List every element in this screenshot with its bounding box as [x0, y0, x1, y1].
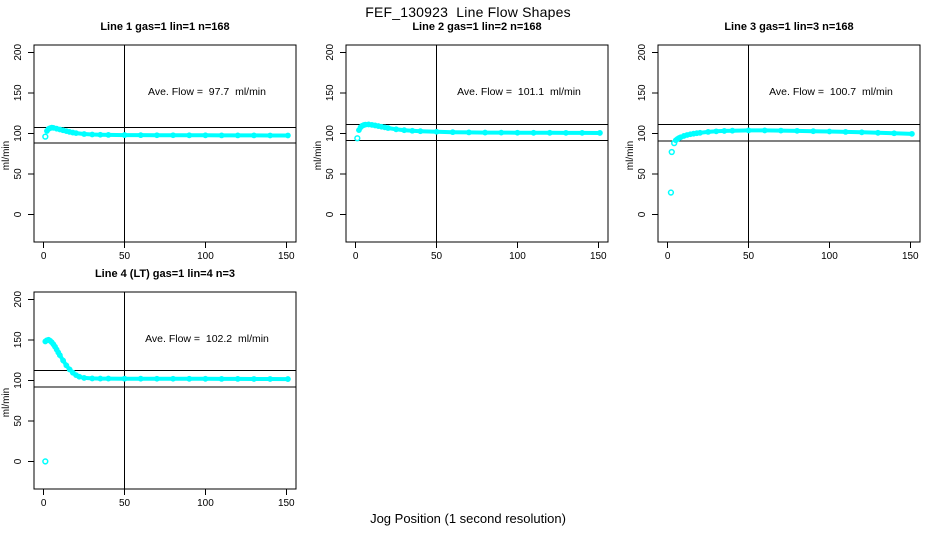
- svg-text:100: 100: [509, 251, 526, 262]
- panel-line-3: 0 50 100 150 0 50 100 150 200 ml/min Line 3 gas=1…: [624, 18, 936, 278]
- svg-text:ml/min: ml/min: [313, 141, 324, 170]
- svg-text:100: 100: [637, 125, 648, 142]
- svg-text:50: 50: [637, 168, 648, 180]
- panel-title-line-3: Line 3 gas=1 lin=3 n=168: [724, 21, 854, 33]
- chart-title: FEF_130923 Line Flow Shapes: [365, 4, 571, 20]
- panel-title-line-1: Line 1 gas=1 lin=1 n=168: [100, 21, 230, 33]
- panel-line-1: 0 50 100 150 0 50 100 150 200 ml/min Line 1 gas=1…: [0, 18, 312, 278]
- svg-text:50: 50: [119, 251, 131, 262]
- plot-area-line-1: 0 50 100 150 0 50 100 150 200 ml/min: [1, 44, 297, 262]
- svg-text:0: 0: [41, 251, 47, 262]
- svg-text:ml/min: ml/min: [1, 388, 12, 417]
- svg-text:150: 150: [13, 84, 24, 101]
- svg-text:ml/min: ml/min: [625, 141, 636, 170]
- svg-text:100: 100: [197, 251, 214, 262]
- svg-text:100: 100: [325, 125, 336, 142]
- avg-flow-label-line-1: Ave. Flow = 97.7 ml/min: [148, 86, 266, 98]
- svg-text:0: 0: [325, 211, 336, 217]
- svg-text:0: 0: [13, 458, 24, 464]
- svg-text:200: 200: [637, 44, 648, 61]
- svg-text:200: 200: [13, 291, 24, 308]
- svg-text:150: 150: [278, 498, 295, 509]
- svg-text:200: 200: [13, 44, 24, 61]
- svg-text:100: 100: [197, 498, 214, 509]
- svg-text:50: 50: [13, 415, 24, 427]
- avg-flow-label-line-2: Ave. Flow = 101.1 ml/min: [457, 86, 581, 98]
- svg-text:100: 100: [13, 125, 24, 142]
- svg-text:150: 150: [637, 84, 648, 101]
- plot-area-line-4: 0 50 100 150 0 50 100 150 200 ml/min: [1, 291, 297, 509]
- svg-text:0: 0: [13, 211, 24, 217]
- svg-text:50: 50: [431, 251, 443, 262]
- plot-area-line-3: 0 50 100 150 0 50 100 150 200 ml/min: [625, 44, 921, 262]
- svg-text:100: 100: [821, 251, 838, 262]
- svg-text:50: 50: [13, 168, 24, 180]
- svg-text:0: 0: [637, 211, 648, 217]
- svg-text:50: 50: [325, 168, 336, 180]
- svg-text:200: 200: [325, 44, 336, 61]
- svg-text:0: 0: [665, 251, 671, 262]
- svg-text:50: 50: [119, 498, 131, 509]
- svg-text:150: 150: [325, 84, 336, 101]
- panel-title-line-4: Line 4 (LT) gas=1 lin=4 n=3: [94, 268, 236, 280]
- svg-text:50: 50: [743, 251, 755, 262]
- svg-text:0: 0: [353, 251, 359, 262]
- panel-line-2: 0 50 100 150 0 50 100 150 200 ml/min Line 2 gas=1…: [312, 18, 624, 278]
- svg-text:150: 150: [590, 251, 607, 262]
- plot-area-line-2: 0 50 100 150 0 50 100 150 200 ml/min: [313, 44, 609, 262]
- avg-flow-label-line-4: Ave. Flow = 102.2 ml/min: [145, 333, 269, 345]
- svg-text:150: 150: [13, 331, 24, 348]
- svg-text:150: 150: [902, 251, 919, 262]
- avg-flow-label-line-3: Ave. Flow = 100.7 ml/min: [769, 86, 893, 98]
- panel-line-4: 0 50 100 150 0 50 100 150 200 ml/min Line 4 (LT) …: [0, 265, 312, 525]
- svg-text:ml/min: ml/min: [1, 141, 12, 170]
- panel-title-line-2: Line 2 gas=1 lin=2 n=168: [412, 21, 542, 33]
- svg-text:100: 100: [13, 372, 24, 389]
- svg-text:150: 150: [278, 251, 295, 262]
- svg-text:0: 0: [41, 498, 47, 509]
- x-axis-title: Jog Position (1 second resolution): [370, 511, 566, 526]
